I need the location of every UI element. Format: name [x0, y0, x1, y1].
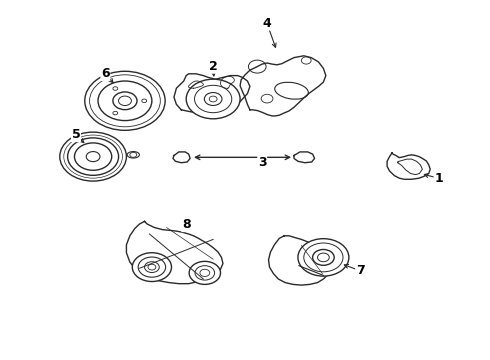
- Text: 2: 2: [209, 60, 218, 73]
- Polygon shape: [269, 236, 331, 285]
- Polygon shape: [294, 152, 315, 163]
- Polygon shape: [174, 74, 250, 117]
- Circle shape: [186, 79, 240, 119]
- Text: 6: 6: [101, 67, 110, 80]
- Circle shape: [74, 143, 112, 170]
- Circle shape: [132, 253, 172, 282]
- Circle shape: [189, 261, 220, 284]
- Circle shape: [60, 132, 126, 181]
- Circle shape: [313, 249, 334, 265]
- Circle shape: [113, 92, 137, 110]
- Text: 8: 8: [182, 219, 191, 231]
- Polygon shape: [126, 221, 223, 284]
- Ellipse shape: [127, 152, 140, 158]
- Polygon shape: [173, 152, 190, 163]
- Text: 3: 3: [258, 156, 267, 169]
- Text: 5: 5: [72, 129, 80, 141]
- Polygon shape: [387, 153, 430, 179]
- Text: 7: 7: [356, 264, 365, 277]
- Polygon shape: [240, 56, 326, 116]
- Text: 1: 1: [434, 172, 443, 185]
- Circle shape: [98, 81, 152, 121]
- Circle shape: [298, 239, 349, 276]
- Circle shape: [85, 71, 165, 130]
- Text: 4: 4: [263, 17, 271, 30]
